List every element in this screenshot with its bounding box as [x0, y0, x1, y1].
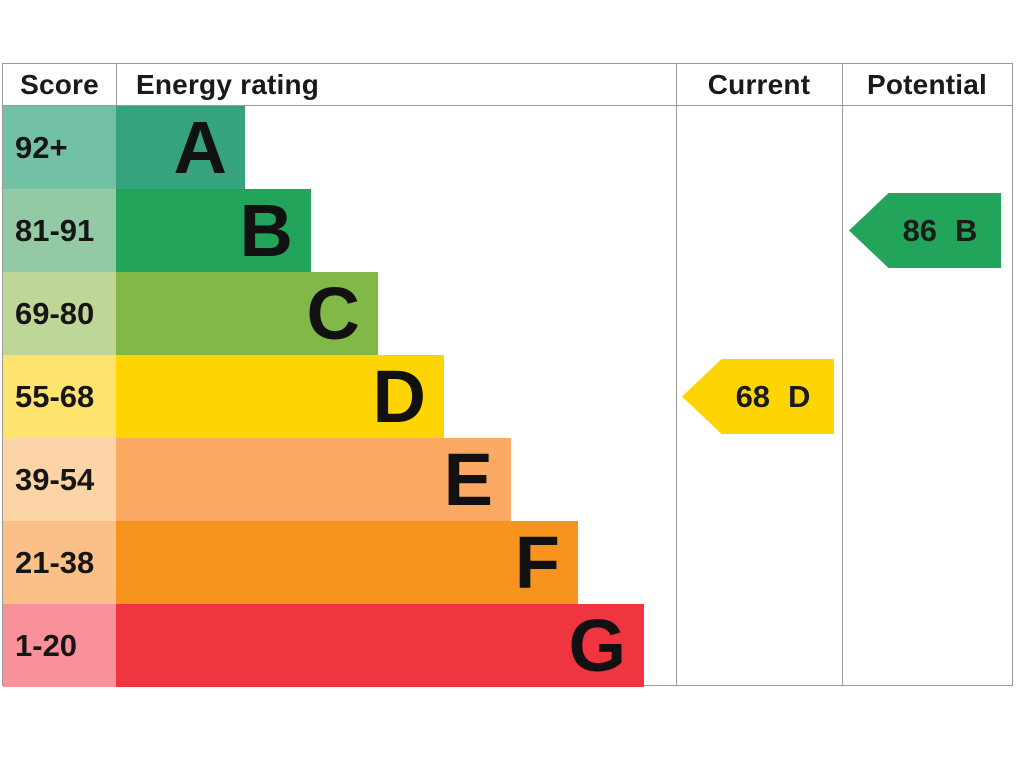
band-letter-d: D	[372, 354, 426, 438]
score-range-e: 39-54	[3, 438, 116, 521]
score-range-a: 92+	[3, 106, 116, 189]
band-row-g: 1-20 G	[3, 604, 1012, 687]
band-row-a: 92+ A	[3, 106, 1012, 189]
band-row-b: 81-91 B	[3, 189, 1012, 272]
band-bar-e: E	[116, 438, 511, 521]
band-row-f: 21-38 F	[3, 521, 1012, 604]
band-letter-g: G	[568, 603, 626, 687]
score-range-c: 69-80	[3, 272, 116, 355]
band-row-e: 39-54 E	[3, 438, 1012, 521]
band-bar-a: A	[116, 106, 245, 189]
band-row-d: 55-68 D	[3, 355, 1012, 438]
divider-energy-current	[676, 64, 677, 685]
band-bar-b: B	[116, 189, 311, 272]
score-range-d: 55-68	[3, 355, 116, 438]
score-range-f: 21-38	[3, 521, 116, 604]
current-band-letter: D	[788, 378, 811, 414]
header-score: Score	[20, 69, 99, 100]
divider-current-potential	[842, 64, 843, 685]
header-potential: Potential	[866, 69, 988, 100]
band-row-c: 69-80 C	[3, 272, 1012, 355]
band-letter-a: A	[173, 105, 227, 189]
band-letter-e: E	[443, 437, 493, 521]
band-rows: 92+ A 81-91 B 69-80 C 55-68 D 39-54 E 21…	[3, 106, 1012, 687]
epc-rating-table: Score Energy rating Current Potential 92…	[2, 63, 1013, 687]
band-letter-f: F	[514, 520, 560, 604]
score-range-b: 81-91	[3, 189, 116, 272]
band-letter-b: B	[239, 188, 293, 272]
band-bar-g: G	[116, 604, 644, 687]
band-bar-f: F	[116, 521, 578, 604]
header-energy-rating: Energy rating	[136, 69, 320, 100]
score-range-g: 1-20	[3, 604, 116, 687]
band-bar-c: C	[116, 272, 378, 355]
divider-score-energy	[116, 64, 117, 106]
band-bar-d: D	[116, 355, 444, 438]
table-header: Score Energy rating Current Potential	[3, 64, 1012, 106]
header-current: Current	[707, 69, 811, 100]
potential-score-value: 86	[902, 212, 938, 248]
band-letter-c: C	[306, 271, 360, 355]
current-score-value: 68	[735, 378, 771, 414]
potential-band-letter: B	[955, 212, 978, 248]
